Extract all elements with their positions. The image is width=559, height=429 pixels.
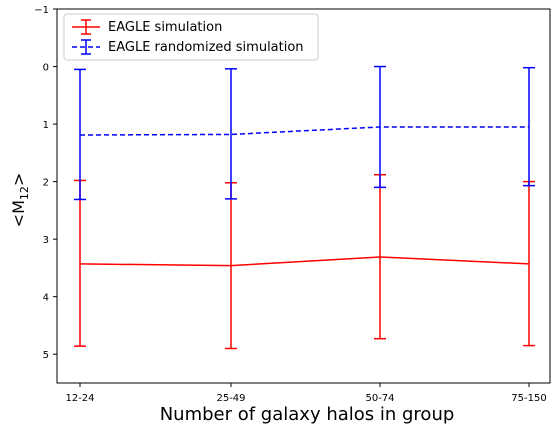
x-tick-label-3: 75-150 [511,393,546,404]
y-axis-label-main: <M [9,200,28,227]
legend-label-0: EAGLE simulation [108,20,222,35]
x-tick-label-2: 50-74 [365,393,394,404]
series-line-1 [79,126,529,136]
y-tick-label-0: −1 [34,5,49,16]
y-tick-label-3: 2 [43,178,49,189]
plot-area: −1 0 1 2 3 4 5 12-24 25-49 50-74 75-150 [34,5,551,404]
series-line-0 [79,256,530,267]
series-layer [74,65,535,350]
legend-box [63,13,319,61]
legend-entry-0: EAGLE simulation [72,19,222,35]
y-axis-label-sub: 12 [18,186,31,200]
legend-entry-1: EAGLE randomized simulation [72,39,304,55]
legend-label-1: EAGLE randomized simulation [108,40,304,55]
x-tick-label-0: 12-24 [65,393,94,404]
y-tick-label-1: 0 [43,63,49,74]
y-tick-label-4: 3 [43,235,49,246]
y-axis-label: <M12> [9,173,31,228]
y-axis-label-end: > [9,173,28,186]
plot-frame [56,8,551,384]
y-tick-label-6: 5 [43,350,49,361]
y-tick-label-2: 1 [43,120,49,131]
x-axis-label: Number of galaxy halos in group [160,404,455,425]
y-tick-label-5: 4 [43,293,49,304]
x-tick-label-1: 25-49 [216,393,245,404]
legend: EAGLE simulation EAGLE randomized simula… [63,13,319,61]
